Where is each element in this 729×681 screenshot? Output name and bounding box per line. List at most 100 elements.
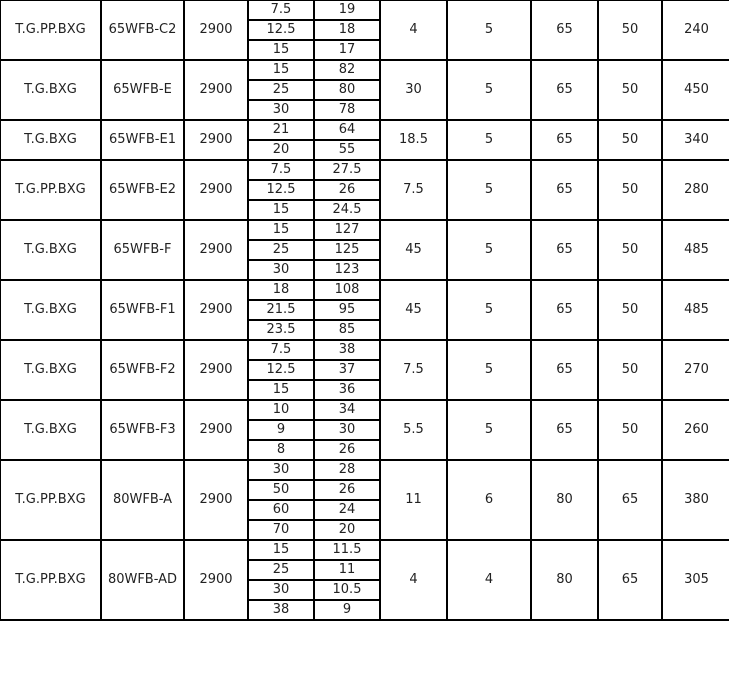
head-cell: 37 [313, 359, 381, 381]
outlet-cell: 65 [597, 539, 663, 621]
head-cell: 24 [313, 499, 381, 521]
col7-cell: 4 [446, 539, 532, 621]
weight-cell: 280 [661, 159, 729, 221]
power-cell: 30 [379, 59, 448, 121]
speed-cell: 2900 [183, 459, 249, 541]
table-row: 21.5 95 [0, 299, 729, 321]
table-row: 25 125 [0, 239, 729, 261]
table-row: 25 11 [0, 559, 729, 581]
head-cell: 18 [313, 19, 381, 41]
table-row: 12.5 37 [0, 359, 729, 381]
col7-cell: 5 [446, 399, 532, 461]
inlet-cell: 65 [530, 0, 599, 61]
power-cell: 18.5 [379, 119, 448, 161]
head-cell: 24.5 [313, 199, 381, 221]
flow-cell: 20 [247, 139, 315, 161]
inlet-cell: 65 [530, 159, 599, 221]
table-row: T.G.PP.BXG 65WFB-C2 2900 7.5 19 4 5 65 50 240 [0, 0, 729, 61]
table-row: 60 24 [0, 499, 729, 521]
inlet-cell: 65 [530, 399, 599, 461]
head-cell: 125 [313, 239, 381, 261]
inlet-cell: 65 [530, 279, 599, 341]
flow-cell: 15 [247, 199, 315, 221]
outlet-cell: 65 [597, 459, 663, 541]
speed-cell: 2900 [183, 59, 249, 121]
col7-cell: 6 [446, 459, 532, 541]
power-cell: 4 [379, 539, 448, 621]
head-cell: 19 [313, 0, 381, 21]
model-cell: 65WFB-E [100, 59, 185, 121]
head-cell: 30 [313, 419, 381, 441]
flow-cell: 7.5 [247, 0, 315, 21]
material-cell: T.G.PP.BXG [0, 159, 102, 221]
table-row: 30 78 [0, 99, 729, 121]
flow-cell: 30 [247, 259, 315, 281]
speed-cell: 2900 [183, 119, 249, 161]
flow-cell: 38 [247, 599, 315, 621]
head-cell: 11.5 [313, 539, 381, 561]
head-cell: 9 [313, 599, 381, 621]
col7-cell: 5 [446, 279, 532, 341]
flow-cell: 15 [247, 539, 315, 561]
flow-cell: 25 [247, 79, 315, 101]
flow-cell: 70 [247, 519, 315, 541]
model-cell: 80WFB-A [100, 459, 185, 541]
outlet-cell: 50 [597, 339, 663, 401]
table-row: 30 10.5 [0, 579, 729, 601]
speed-cell: 2900 [183, 339, 249, 401]
flow-cell: 15 [247, 39, 315, 61]
weight-cell: 485 [661, 219, 729, 281]
head-cell: 11 [313, 559, 381, 581]
inlet-cell: 65 [530, 59, 599, 121]
table-row: T.G.PP.BXG 80WFB-AD 2900 15 11.5 4 4 80 65 305 [0, 539, 729, 621]
col7-cell: 5 [446, 219, 532, 281]
speed-cell: 2900 [183, 219, 249, 281]
material-cell: T.G.PP.BXG [0, 0, 102, 61]
flow-cell: 18 [247, 279, 315, 301]
speed-cell: 2900 [183, 399, 249, 461]
power-cell: 7.5 [379, 339, 448, 401]
material-cell: T.G.BXG [0, 339, 102, 401]
power-cell: 45 [379, 279, 448, 341]
weight-cell: 380 [661, 459, 729, 541]
head-cell: 26 [313, 179, 381, 201]
table-row: T.G.BXG 65WFB-F1 2900 18 108 45 5 65 50 485 [0, 279, 729, 341]
flow-cell: 15 [247, 59, 315, 81]
head-cell: 34 [313, 399, 381, 421]
table-row: 50 26 [0, 479, 729, 501]
power-cell: 5.5 [379, 399, 448, 461]
weight-cell: 485 [661, 279, 729, 341]
flow-cell: 7.5 [247, 339, 315, 361]
head-cell: 27.5 [313, 159, 381, 181]
table-row: 25 80 [0, 79, 729, 101]
outlet-cell: 50 [597, 0, 663, 61]
flow-cell: 12.5 [247, 179, 315, 201]
inlet-cell: 65 [530, 339, 599, 401]
col7-cell: 5 [446, 159, 532, 221]
model-cell: 65WFB-F3 [100, 399, 185, 461]
table-row: 15 24.5 [0, 199, 729, 221]
head-cell: 78 [313, 99, 381, 121]
speed-cell: 2900 [183, 0, 249, 61]
head-cell: 36 [313, 379, 381, 401]
weight-cell: 450 [661, 59, 729, 121]
weight-cell: 260 [661, 399, 729, 461]
flow-cell: 10 [247, 399, 315, 421]
pump-spec-table: T.G.PP.BXG 65WFB-C2 2900 7.5 19 4 5 65 50 240 12.5… [0, 0, 729, 621]
model-cell: 65WFB-F2 [100, 339, 185, 401]
flow-cell: 50 [247, 479, 315, 501]
table-row: 9 30 [0, 419, 729, 441]
flow-cell: 12.5 [247, 359, 315, 381]
table-row: T.G.BXG 65WFB-E1 2900 21 64 18.5 5 65 50 340 [0, 119, 729, 161]
flow-cell: 30 [247, 99, 315, 121]
table-row: 30 123 [0, 259, 729, 281]
head-cell: 108 [313, 279, 381, 301]
flow-cell: 30 [247, 459, 315, 481]
table-row: 70 20 [0, 519, 729, 541]
weight-cell: 270 [661, 339, 729, 401]
table-row: 12.5 18 [0, 19, 729, 41]
head-cell: 55 [313, 139, 381, 161]
table-row: 23.5 85 [0, 319, 729, 341]
flow-cell: 9 [247, 419, 315, 441]
table-row: T.G.PP.BXG 80WFB-A 2900 30 28 11 6 80 65 380 [0, 459, 729, 541]
